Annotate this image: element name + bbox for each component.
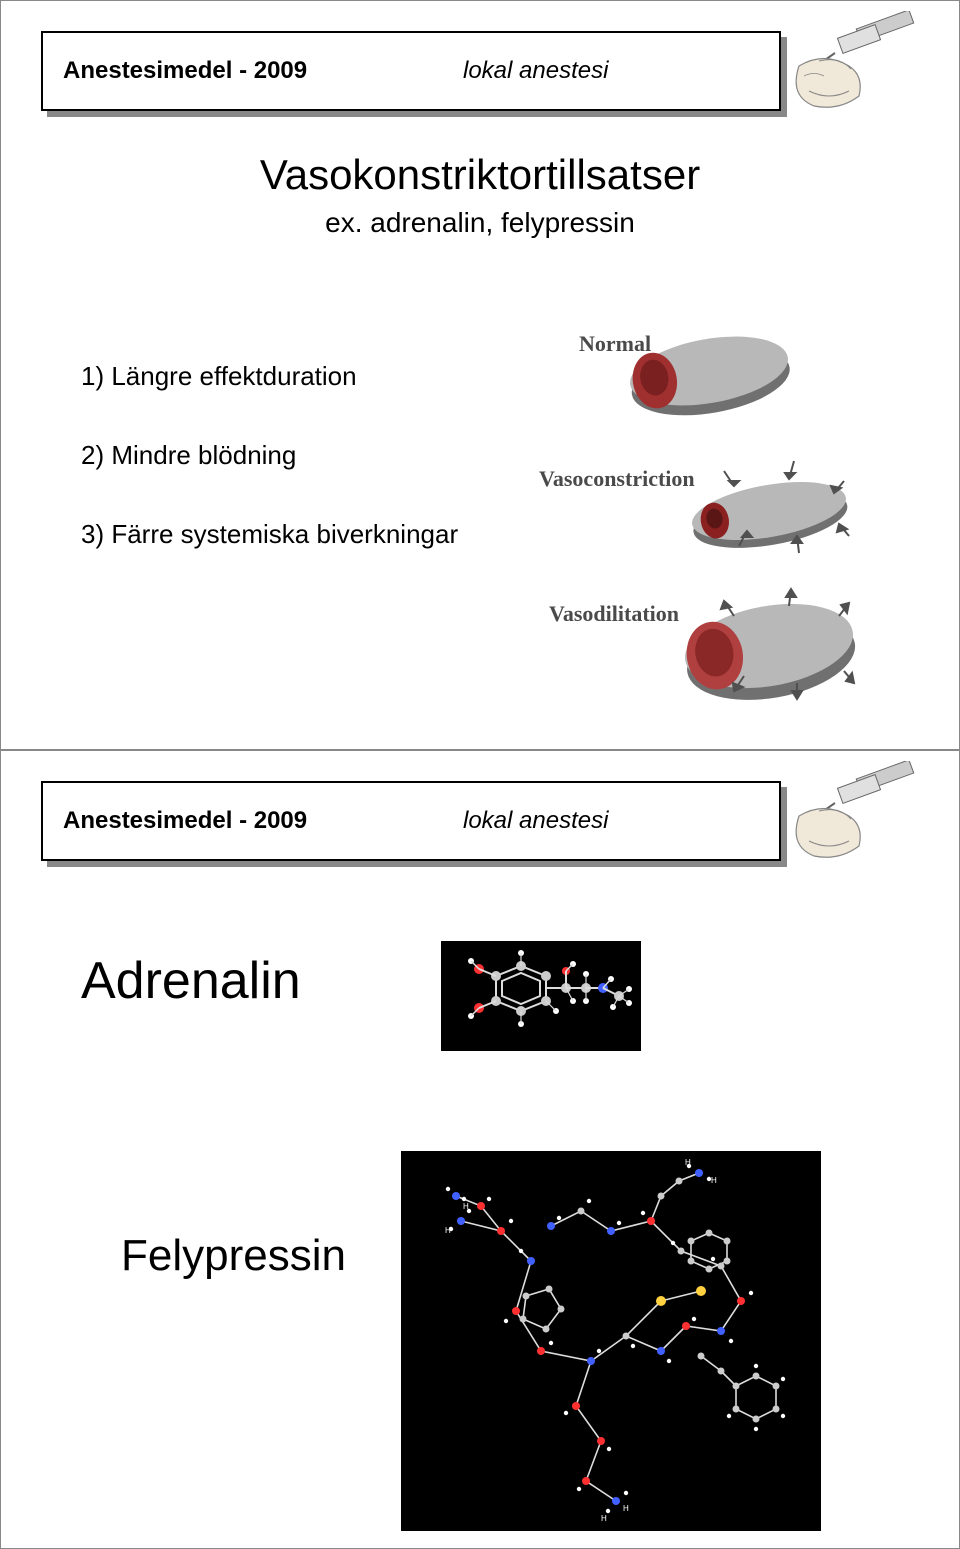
slide1-list: 1) Längre effektduration 2) Mindre blödn…	[81, 361, 458, 598]
svg-text:H: H	[685, 1158, 691, 1167]
svg-text:H: H	[601, 1514, 607, 1523]
list-item: 1) Längre effektduration	[81, 361, 458, 392]
list-item: 3) Färre systemiska biverkningar	[81, 519, 458, 550]
list-item: 2) Mindre blödning	[81, 440, 458, 471]
svg-text:H: H	[463, 1202, 469, 1211]
header-title-left: Anestesimedel - 2009	[63, 807, 307, 835]
vessel-label-vc: Vasoconstriction	[539, 466, 695, 491]
adrenalin-label: Adrenalin	[81, 951, 301, 1011]
header-title-left: Anestesimedel - 2009	[63, 57, 307, 85]
slide-1: Anestesimedel - 2009 lokal anestesi Vaso…	[0, 0, 960, 750]
adrenalin-molecule	[441, 941, 641, 1051]
svg-text:H: H	[445, 1226, 451, 1235]
slide-header: Anestesimedel - 2009 lokal anestesi	[41, 781, 781, 861]
svg-text:H: H	[623, 1504, 629, 1513]
slide-header: Anestesimedel - 2009 lokal anestesi	[41, 31, 781, 111]
slide1-subtitle: ex. adrenalin, felypressin	[1, 207, 959, 239]
vessel-label-vd: Vasodilitation	[549, 601, 679, 626]
vessel-label-normal: Normal	[579, 331, 651, 356]
felypressin-molecule: H H H H H H	[401, 1151, 821, 1531]
header-title-right: lokal anestesi	[463, 807, 608, 835]
felypressin-label: Felypressin	[121, 1231, 346, 1281]
slide-2: Anestesimedel - 2009 lokal anestesi Adre…	[0, 750, 960, 1549]
slide1-title: Vasokonstriktortillsatser	[1, 151, 959, 199]
svg-text:H: H	[711, 1176, 717, 1185]
header-title-right: lokal anestesi	[463, 57, 608, 85]
syringe-icon	[779, 11, 919, 121]
syringe-icon	[779, 761, 919, 871]
vessel-diagram: Normal Vasoconstriction	[539, 321, 899, 701]
